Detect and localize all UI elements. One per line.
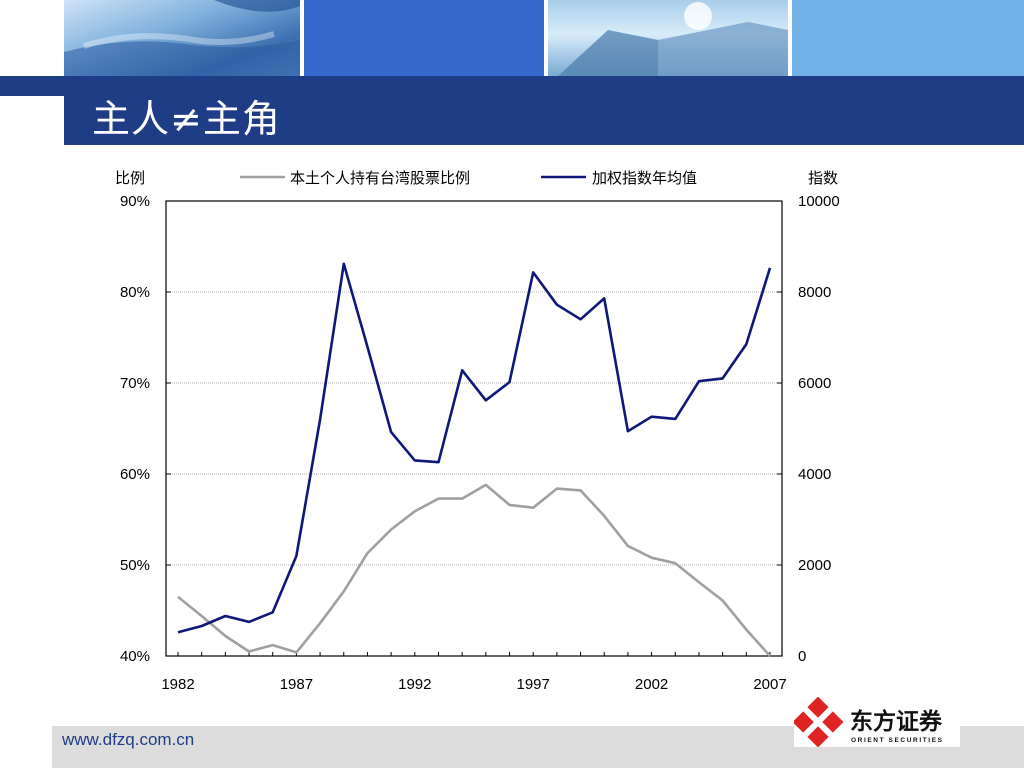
- banner-block-lightblue: [792, 0, 1024, 76]
- right-tick-label: 8000: [798, 284, 831, 301]
- right-axis-label: 指数: [808, 169, 838, 187]
- right-tick-label: 4000: [798, 466, 831, 483]
- left-tick-label: 60%: [120, 466, 150, 483]
- right-tick-label: 6000: [798, 375, 831, 392]
- legend-label-index: 加权指数年均值: [592, 169, 697, 187]
- x-tick-label: 2002: [635, 676, 668, 693]
- left-tick-label: 50%: [120, 557, 150, 574]
- banner-block-blue: [304, 0, 544, 76]
- right-tick-label: 10000: [798, 193, 840, 210]
- left-axis-label: 比例: [115, 169, 145, 187]
- logo-subtitle: ORIENT SECURITIES: [851, 737, 944, 744]
- left-tick-label: 40%: [120, 648, 150, 665]
- skyscraper-icon: [558, 2, 788, 76]
- footer-url-link[interactable]: www.dfzq.com.cn: [62, 730, 195, 749]
- x-tick-label: 1987: [280, 676, 313, 693]
- title-bar-notch: [0, 96, 64, 145]
- x-tick-label: 2007: [753, 676, 786, 693]
- banner-image-keyboard: [64, 0, 300, 76]
- banner-image-building: [548, 0, 788, 76]
- keyboard-hands-icon: [64, 0, 300, 76]
- orient-securities-logo-icon: 东方证券 ORIENT SECURITIES: [792, 696, 944, 748]
- x-tick-label: 1997: [517, 676, 550, 693]
- left-tick-label: 70%: [120, 375, 150, 392]
- right-tick-label: 2000: [798, 557, 831, 574]
- x-tick-label: 1982: [161, 676, 194, 693]
- right-tick-label: 0: [798, 648, 806, 665]
- logo-name: 东方证券: [850, 708, 943, 735]
- title-bar: [0, 76, 1024, 145]
- series-line-ratio: [177, 483, 771, 657]
- series-line-index: [177, 262, 772, 634]
- left-tick-label: 80%: [120, 284, 150, 301]
- plot-frame: [165, 200, 783, 657]
- legend-label-ratio: 本土个人持有台湾股票比例: [290, 169, 470, 187]
- page-title: 主人≠主角: [92, 97, 281, 141]
- company-logo: 东方证券 ORIENT SECURITIES: [792, 696, 960, 748]
- x-tick-label: 1992: [398, 676, 431, 693]
- left-tick-label: 90%: [120, 193, 150, 210]
